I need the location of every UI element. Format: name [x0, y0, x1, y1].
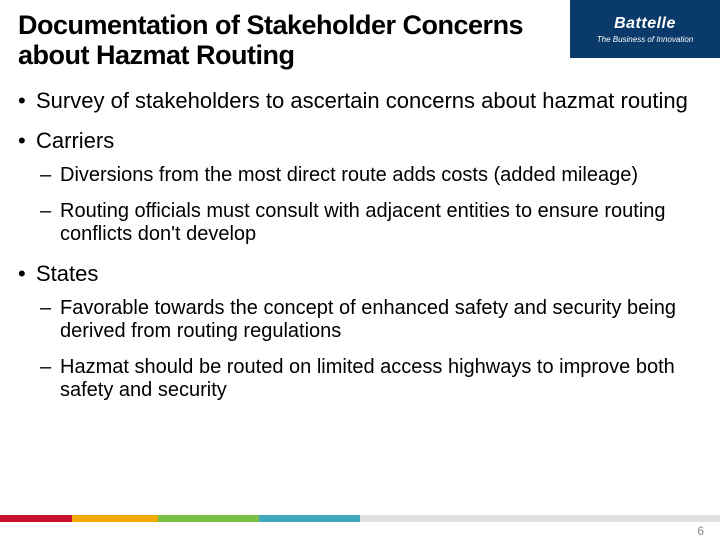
footer-seg [259, 515, 360, 522]
slide: { "header": { "band_color": "#0a3a6a", "… [0, 0, 720, 540]
page-number: 6 [697, 524, 704, 538]
sub-bullet-item: Hazmat should be routed on limited acces… [40, 356, 702, 403]
footer-seg [0, 515, 72, 522]
footer-color-bar [0, 515, 720, 522]
bullet-text: Carriers [36, 128, 114, 153]
bullet-list: Survey of stakeholders to ascertain conc… [18, 88, 702, 403]
brand-logo: Battelle [614, 15, 676, 33]
sub-bullet-text: Routing officials must consult with adja… [60, 200, 666, 246]
footer-seg [158, 515, 259, 522]
brand-tagline: The Business of Innovation [597, 35, 694, 44]
sub-bullet-text: Favorable towards the concept of enhance… [60, 297, 676, 343]
footer-seg [360, 515, 720, 522]
bullet-item: Carriers Diversions from the most direct… [18, 128, 702, 247]
brand-band: Battelle The Business of Innovation [570, 0, 720, 58]
sub-bullet-list: Diversions from the most direct route ad… [36, 164, 702, 247]
sub-bullet-text: Diversions from the most direct route ad… [60, 164, 638, 186]
sub-bullet-text: Hazmat should be routed on limited acces… [60, 356, 675, 402]
sub-bullet-item: Routing officials must consult with adja… [40, 200, 702, 247]
bullet-item: Survey of stakeholders to ascertain conc… [18, 88, 702, 114]
bullet-text: Survey of stakeholders to ascertain conc… [36, 88, 688, 113]
slide-content: Survey of stakeholders to ascertain conc… [18, 88, 702, 417]
footer-seg [72, 515, 158, 522]
sub-bullet-item: Favorable towards the concept of enhance… [40, 297, 702, 344]
bullet-text: States [36, 261, 98, 286]
bullet-item: States Favorable towards the concept of … [18, 261, 702, 403]
sub-bullet-item: Diversions from the most direct route ad… [40, 164, 702, 188]
sub-bullet-list: Favorable towards the concept of enhance… [36, 297, 702, 403]
slide-title: Documentation of Stakeholder Concerns ab… [18, 10, 558, 70]
